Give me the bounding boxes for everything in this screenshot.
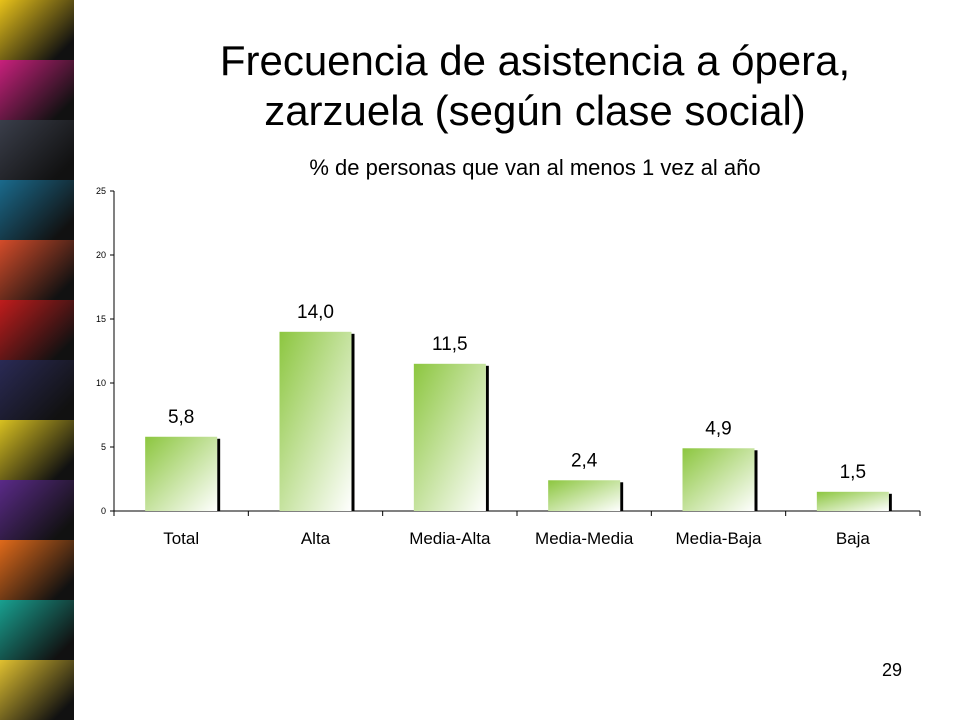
chart-subtitle: % de personas que van al menos 1 vez al … <box>309 155 761 180</box>
bar-chart: 0 5 10 15 20 25 5,8 Total 14,0 Alta 11,5 Media-Alta… <box>96 186 921 548</box>
y-tick-label: 5 <box>101 442 106 452</box>
x-tick-label: Baja <box>836 529 871 548</box>
photo-tile <box>0 120 74 180</box>
photo-tile <box>0 660 74 720</box>
x-tick-label: Media-Baja <box>676 529 763 548</box>
photo-strip <box>0 0 74 720</box>
x-tick-label: Media-Media <box>535 529 634 548</box>
page-number: 29 <box>881 660 902 680</box>
y-tick-label: 0 <box>101 506 106 516</box>
bar-shadow <box>620 482 624 511</box>
bar-shadow <box>217 438 221 511</box>
y-tick-label: 10 <box>96 378 106 388</box>
x-tick-label: Total <box>163 529 199 548</box>
bar-shadow <box>888 493 892 511</box>
bar <box>279 331 352 511</box>
data-label: 2,4 <box>571 450 598 471</box>
photo-tile <box>0 180 74 240</box>
title-line-2: zarzuela (según clase social) <box>264 87 806 134</box>
data-label: 11,5 <box>432 334 468 355</box>
photo-tile <box>0 420 74 480</box>
photo-tile <box>0 600 74 660</box>
x-tick-label: Media-Alta <box>409 529 491 548</box>
photo-tile <box>0 360 74 420</box>
data-label: 1,5 <box>840 462 866 483</box>
data-label: 14,0 <box>297 302 334 323</box>
bar <box>548 480 621 511</box>
chart-title: Frecuencia de asistencia a ópera, zarzue… <box>120 36 950 136</box>
y-tick-label: 25 <box>96 186 106 196</box>
bar-shadow <box>485 365 489 511</box>
x-tick-label: Alta <box>301 529 331 548</box>
bar <box>816 491 889 511</box>
y-tick-label: 20 <box>96 250 106 260</box>
photo-tile <box>0 240 74 300</box>
title-line-1: Frecuencia de asistencia a ópera, <box>219 37 851 84</box>
photo-tile <box>0 60 74 120</box>
photo-tile <box>0 540 74 600</box>
data-label: 4,9 <box>705 418 731 439</box>
bar <box>413 363 486 511</box>
bar-shadow <box>754 450 758 511</box>
bar-shadow <box>351 333 355 511</box>
bar <box>682 448 755 511</box>
photo-tile <box>0 300 74 360</box>
y-tick-label: 15 <box>96 314 106 324</box>
data-label: 5,8 <box>168 407 194 428</box>
bar <box>145 436 218 511</box>
photo-tile <box>0 0 74 60</box>
photo-tile <box>0 480 74 540</box>
